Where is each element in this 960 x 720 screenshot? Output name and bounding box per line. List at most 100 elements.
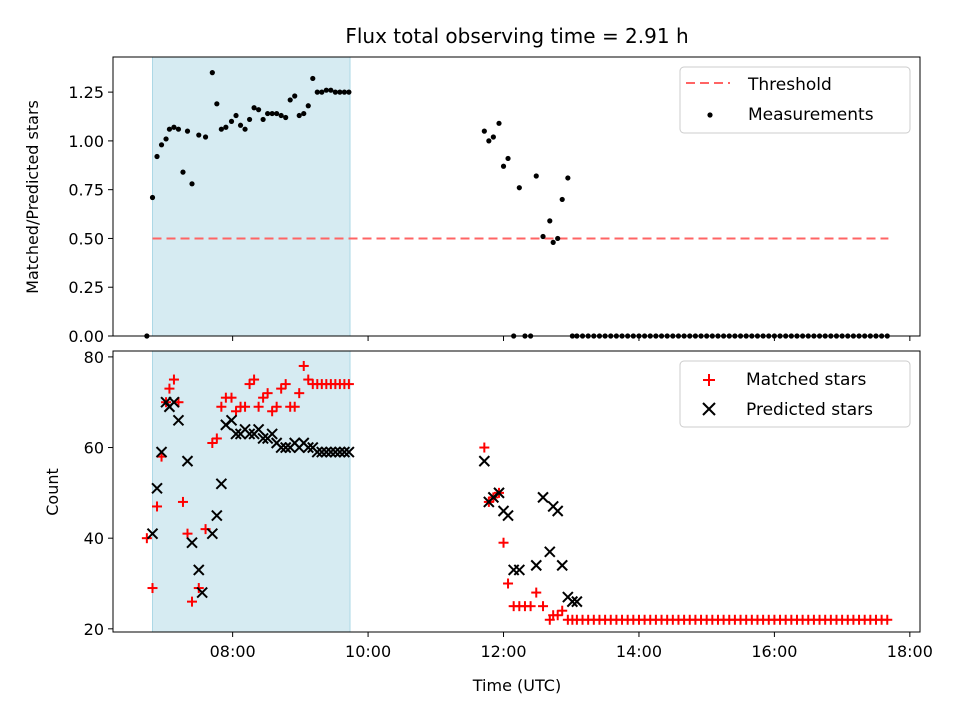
predicted-stars-point (316, 446, 328, 458)
predicted-stars-point (343, 446, 355, 458)
measurement-point (214, 101, 220, 107)
matched-stars-point (276, 383, 287, 394)
matched-stars-point (343, 379, 354, 390)
measurement-point (292, 93, 298, 99)
measurement-point (171, 124, 177, 130)
measurement-point (202, 134, 209, 140)
x-tick-label: 14:00 (616, 642, 662, 661)
matched-stars-point (168, 374, 179, 385)
measurement-point (283, 114, 289, 121)
matched-stars-point (182, 528, 193, 539)
measurement-point (310, 75, 316, 82)
x-axis-label: Time (UTC) (472, 676, 561, 695)
y-tick-label: 20 (84, 620, 104, 639)
matched-stars-point (503, 578, 514, 589)
top-x-ticks (232, 336, 911, 341)
predicted-stars-point (151, 482, 163, 495)
matched-stars-point (552, 610, 563, 621)
bottom-y-axis-label: Count (43, 468, 62, 516)
predicted-stars-point (493, 487, 505, 499)
bottom-count-points (141, 360, 893, 625)
matched-stars-point (557, 605, 568, 616)
measurement-point (337, 89, 343, 95)
bottom-y-ticks: 20 40 60 80 (84, 348, 113, 639)
predicted-stars-point (146, 527, 159, 540)
measurement-point (175, 126, 182, 132)
matched-stars-point (538, 601, 549, 612)
predicted-stars-point (311, 446, 323, 458)
predicted-stars-point (478, 455, 491, 467)
measurement-point (255, 107, 262, 113)
predicted-stars-point (252, 423, 265, 436)
predicted-stars-point (211, 509, 223, 522)
measurement-point (332, 89, 338, 95)
predicted-stars-point (206, 527, 219, 540)
predicted-stars-point (186, 537, 198, 549)
measurement-point (246, 116, 253, 123)
matched-stars-point (207, 438, 218, 449)
chart-title: Flux total observing time = 2.91 h (345, 24, 688, 48)
matched-stars-point (303, 374, 314, 385)
predicted-stars-point (530, 559, 542, 572)
top-y-axis-label: Matched/Predicted stars (23, 100, 42, 294)
legend-matched-label: Matched stars (746, 370, 866, 390)
predicted-stars-point (225, 414, 238, 427)
x-tick-label: 18:00 (887, 642, 933, 661)
measurement-point (233, 112, 239, 119)
measurement-point (341, 89, 347, 95)
measurement-point (559, 196, 565, 203)
matched-stars-point (262, 388, 273, 399)
matched-stars-point (479, 442, 490, 453)
predicted-stars-point (243, 428, 256, 440)
measurement-point (305, 103, 311, 109)
matched-stars-point (271, 401, 282, 412)
matched-stars-point (226, 392, 237, 403)
predicted-stars-point (334, 446, 346, 458)
y-tick-label: 40 (84, 529, 104, 548)
predicted-stars-point (266, 428, 278, 440)
measurement-point (323, 87, 329, 93)
predicted-stars-point (196, 586, 208, 599)
x-tick-label: 12:00 (480, 642, 526, 661)
matched-stars-point (152, 501, 163, 512)
measurement-point (274, 110, 280, 117)
measurement-point (555, 235, 561, 242)
measurement-point (490, 134, 496, 140)
legend-matched-swatch (703, 374, 715, 386)
legend-measurements-swatch (707, 112, 713, 118)
top-panel: 0.00 0.25 0.50 0.75 1.00 1.25 Matched/Predict… (23, 56, 921, 346)
legend-threshold-label: Threshold (747, 75, 832, 95)
y-tick-label: 60 (84, 439, 104, 458)
measurement-point (189, 181, 195, 187)
y-tick-label: 0.00 (68, 327, 104, 346)
measurement-point (550, 239, 556, 245)
measurement-point (481, 128, 487, 134)
matched-stars-point (147, 583, 158, 594)
measurement-point (278, 112, 284, 119)
predicted-stars-point (551, 505, 564, 517)
top-shaded-interval (152, 56, 351, 337)
measurement-point (314, 89, 320, 95)
measurement-point (149, 194, 156, 201)
measurement-point (301, 110, 307, 117)
matched-stars-point (216, 401, 227, 412)
predicted-stars-point (502, 509, 514, 522)
matched-stars-point (298, 360, 309, 371)
matched-stars-point (258, 392, 269, 403)
predicted-stars-point (544, 546, 556, 558)
measurement-point (163, 136, 169, 142)
x-tick-label: 08:00 (210, 642, 256, 661)
measurement-point (565, 175, 571, 181)
bottom-x-ticks: 08:00 10:00 12:00 14:00 16:00 18:00 (210, 632, 933, 661)
measurement-point (540, 233, 546, 240)
x-tick-label: 10:00 (345, 642, 391, 661)
measurement-point (180, 169, 186, 175)
predicted-stars-point (556, 559, 568, 572)
predicted-stars-point (329, 446, 342, 458)
matched-stars-point (231, 406, 242, 417)
predicted-stars-point (168, 396, 180, 408)
bottom-legend: Matched stars Predicted stars (679, 360, 911, 428)
matched-stars-point (141, 533, 152, 544)
matched-stars-point (249, 374, 260, 385)
measurement-point (516, 185, 522, 191)
